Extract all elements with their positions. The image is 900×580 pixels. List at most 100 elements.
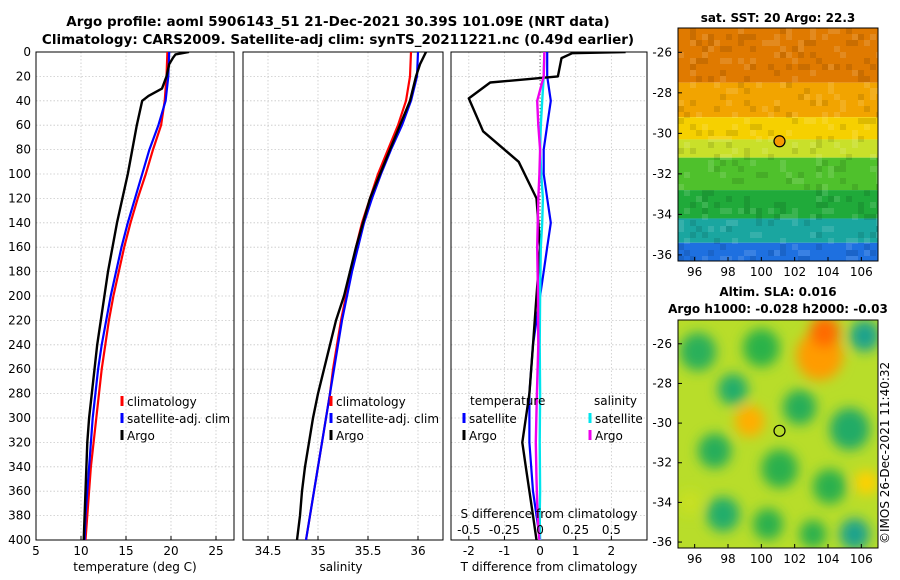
sst-pixel xyxy=(798,172,804,178)
sst-pixel xyxy=(750,160,756,166)
sst-pixel xyxy=(858,100,864,106)
sst-pixel xyxy=(780,244,786,250)
map-y-tick-label: -30 xyxy=(652,416,672,430)
sst-pixel xyxy=(774,34,780,40)
sst-pixel xyxy=(822,34,828,40)
sst-pixel xyxy=(822,100,828,106)
temp-climatology-line xyxy=(84,52,169,540)
sst-pixel xyxy=(858,70,864,76)
sst-pixel xyxy=(834,142,840,148)
map-y-tick-label: -28 xyxy=(652,86,672,100)
x-tick-label: 15 xyxy=(118,544,133,558)
sst-pixel xyxy=(750,58,756,64)
sst-band xyxy=(678,82,878,118)
sst-pixel xyxy=(738,40,744,46)
sst-pixel xyxy=(852,34,858,40)
sst-pixel xyxy=(714,154,720,160)
sst-pixel xyxy=(774,52,780,58)
sdiff-tick-label: 0.25 xyxy=(562,523,589,537)
map-x-tick-label: 100 xyxy=(750,552,773,566)
sst-pixel xyxy=(720,256,726,261)
sst-pixel xyxy=(726,154,732,160)
sst-pixel xyxy=(792,220,798,226)
diff-legend-s-argo-label: Argo xyxy=(595,429,623,443)
sla-blob xyxy=(718,373,748,406)
sst-pixel xyxy=(858,118,864,124)
temp-satellite-line xyxy=(83,52,171,540)
map-y-tick-label: -30 xyxy=(652,126,672,140)
sst-pixel xyxy=(786,64,792,70)
sst-map-title: sat. SST: 20 Argo: 22.3 xyxy=(701,11,855,25)
sst-pixel xyxy=(864,76,870,82)
y-tick-label: 200 xyxy=(8,289,31,303)
sst-pixel xyxy=(732,178,738,184)
sst-pixel xyxy=(732,220,738,226)
sst-pixel xyxy=(828,28,834,34)
sst-pixel xyxy=(744,76,750,82)
sla-blob xyxy=(849,320,878,352)
y-tick-label: 80 xyxy=(16,143,31,157)
y-tick-label: 240 xyxy=(8,338,31,352)
sst-pixel xyxy=(876,88,878,94)
sst-pixel xyxy=(744,202,750,208)
sst-pixel xyxy=(792,112,798,118)
sst-pixel xyxy=(870,202,876,208)
sst-pixel xyxy=(828,238,834,244)
sst-pixel xyxy=(846,64,852,70)
temp-legend-argo-label: Argo xyxy=(127,429,155,443)
sst-pixel xyxy=(750,250,756,256)
sst-pixel xyxy=(726,220,732,226)
sst-pixel xyxy=(738,82,744,88)
sst-pixel xyxy=(804,250,810,256)
sst-pixel xyxy=(690,34,696,40)
sst-pixel xyxy=(798,40,804,46)
sst-pixel xyxy=(696,196,702,202)
sst-pixel xyxy=(816,202,822,208)
sst-pixel xyxy=(702,196,708,202)
sst-pixel xyxy=(678,256,684,261)
diff-legend-t-satellite-label: satellite xyxy=(469,412,517,426)
map-x-tick-label: 100 xyxy=(750,265,773,279)
temp-legend-climatology-label: climatology xyxy=(127,395,197,409)
sst-pixel xyxy=(864,106,870,112)
temp-x-axis-label: temperature (deg C) xyxy=(73,560,196,574)
sla-blob xyxy=(679,332,717,371)
sst-pixel xyxy=(876,226,878,232)
sst-pixel xyxy=(852,70,858,76)
sla-layer xyxy=(678,320,878,548)
sst-pixel xyxy=(756,82,762,88)
copyright-label: ©IMOS 26-Dec-2021 11:40:32 xyxy=(878,361,892,544)
sst-pixel xyxy=(792,76,798,82)
sst-pixel xyxy=(876,232,878,238)
sst-pixel xyxy=(780,238,786,244)
sst-pixel xyxy=(870,34,876,40)
sst-pixel xyxy=(708,34,714,40)
sst-pixel xyxy=(768,250,774,256)
y-tick-label: 180 xyxy=(8,265,31,279)
y-tick-label: 160 xyxy=(8,240,31,254)
sst-pixel xyxy=(780,160,786,166)
sst-pixel xyxy=(690,70,696,76)
sst-pixel xyxy=(726,136,732,142)
x-tick-label: -1 xyxy=(498,544,510,558)
sst-pixel xyxy=(744,154,750,160)
sal-satellite-line xyxy=(304,52,420,540)
argo-location-marker xyxy=(773,135,786,148)
sla-blob xyxy=(753,508,783,540)
sst-pixel xyxy=(876,52,878,58)
sst-pixel xyxy=(738,28,744,34)
map-x-tick-label: 104 xyxy=(817,552,840,566)
temp-argo-line xyxy=(82,52,190,540)
y-tick-label: 260 xyxy=(8,362,31,376)
sst-pixel xyxy=(708,136,714,142)
sst-pixel xyxy=(786,112,792,118)
x-tick-label: 0 xyxy=(536,544,544,558)
sst-pixel xyxy=(726,88,732,94)
sla-blob xyxy=(813,469,847,505)
sst-pixel xyxy=(750,232,756,238)
sst-pixel xyxy=(786,28,792,34)
sst-pixel xyxy=(840,124,846,130)
sst-pixel xyxy=(816,190,822,196)
sst-pixel xyxy=(738,208,744,214)
sst-pixel xyxy=(732,112,738,118)
